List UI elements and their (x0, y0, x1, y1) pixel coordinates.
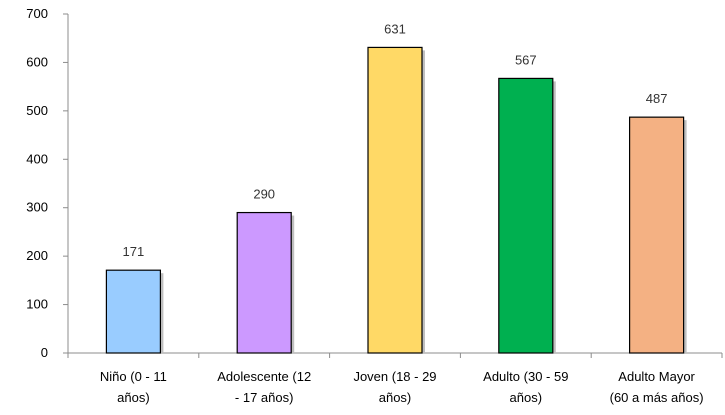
bar (367, 46, 423, 354)
x-tick-label: años) (379, 390, 412, 405)
y-tick-label: 200 (26, 248, 48, 263)
y-tick-label: 700 (26, 6, 48, 21)
y-tick-label: 0 (41, 345, 48, 360)
bar (628, 116, 685, 354)
y-tick-label: 600 (26, 54, 48, 69)
bar (236, 211, 292, 354)
x-tick-label: Niño (0 - 11 (100, 369, 167, 384)
x-tick-label: años) (510, 390, 543, 405)
x-tick-label: Adulto Mayor (618, 369, 695, 384)
x-tick-label: años) (117, 390, 150, 405)
data-label: 567 (515, 52, 537, 67)
data-label: 487 (646, 91, 668, 106)
x-tick-label: Adulto (30 - 59 (483, 369, 568, 384)
x-tick-label: (60 a más años) (610, 390, 704, 405)
bar (105, 269, 162, 354)
y-tick-label: 400 (26, 151, 48, 166)
data-label: 290 (253, 187, 275, 202)
x-tick-label: - 17 años) (235, 390, 294, 405)
data-label: 631 (384, 21, 406, 36)
data-label: 171 (123, 244, 145, 259)
x-tick-label: Adolescente (12 (217, 369, 311, 384)
x-tick-label: Joven (18 - 29 (353, 369, 436, 384)
y-tick-label: 100 (26, 297, 48, 312)
y-tick-label: 300 (26, 200, 48, 215)
y-tick-label: 500 (26, 103, 48, 118)
bar (498, 77, 554, 354)
